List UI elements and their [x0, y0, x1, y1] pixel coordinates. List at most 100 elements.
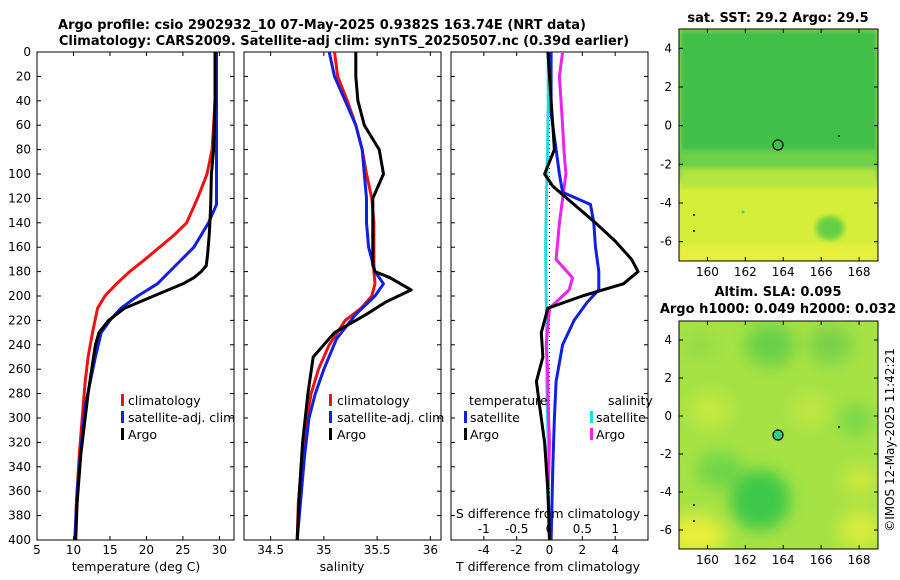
- difference-xlabel: T difference from climatology: [455, 559, 641, 574]
- x-tick-label: 20: [139, 543, 154, 557]
- map-x-tick-label: 166: [810, 265, 833, 279]
- sla-blob: [679, 515, 725, 549]
- sst-dot: [693, 214, 695, 216]
- map-y-tick-label: 0: [664, 119, 672, 133]
- series-line-argo: [74, 52, 217, 540]
- depth-tick-label: 60: [16, 118, 31, 132]
- map-x-tick-label: 162: [734, 265, 757, 279]
- map-x-tick-label: 164: [772, 265, 795, 279]
- header-line1: Argo profile: csio 2902932_10 07-May-202…: [58, 18, 586, 33]
- sst-map-field: [679, 29, 878, 261]
- depth-tick-label: 180: [8, 265, 31, 279]
- x-tick-label: 4: [611, 543, 619, 557]
- legend-argo-swatch: [121, 428, 124, 440]
- sst-map-frame: [678, 28, 879, 262]
- x-tick-label: 0: [546, 543, 554, 557]
- s-tick-label: -1: [478, 522, 490, 536]
- series-line-temperature-satellite: [549, 52, 601, 540]
- map-y-tick-label: -6: [660, 523, 672, 537]
- legend-climatology-swatch: [329, 394, 332, 406]
- temperature-x-ticks: 5 10 15 20 25 30: [33, 52, 227, 557]
- sla-blob: [844, 466, 876, 494]
- depth-tick-label: 40: [16, 94, 31, 108]
- sla-blob: [682, 331, 718, 359]
- legend-temp-satellite-swatch: [464, 411, 467, 423]
- depth-tick-labels: 0 20 40 60 80 100 120 140 160 180 200 220 240 260 280 3…: [8, 45, 234, 547]
- legend-satellite-swatch: [121, 411, 124, 423]
- salinity-y-ticks: [244, 51, 441, 541]
- temperature-legend: climatology satellite-adj. clim Argo: [121, 393, 235, 442]
- imos-stamp: ©IMOS 12-May-2025 11:42:21: [883, 348, 897, 532]
- series-line-satellite-adj-clim: [295, 52, 385, 540]
- sla-map-field: [679, 321, 878, 549]
- s-tick-label: -0.5: [505, 522, 528, 536]
- depth-tick-label: 380: [8, 509, 31, 523]
- map-y-tick-label: -6: [660, 235, 672, 249]
- salinity-lines: [295, 52, 413, 540]
- sla-blob: [837, 404, 873, 436]
- depth-tick-label: 120: [8, 191, 31, 205]
- legend-temp-satellite-label: satellite: [470, 410, 520, 425]
- legend-satellite-label: satellite-adj. clim: [128, 410, 235, 425]
- legend-sal-argo-label: Argo: [596, 427, 625, 442]
- x-tick-label: 5: [33, 543, 41, 557]
- sla-map-title2: Argo h1000: 0.049 h2000: 0.032: [660, 302, 896, 317]
- temperature-panel: 0 20 40 60 80 100 120 140 160 180 200 220 240 260 280 3…: [8, 45, 235, 574]
- sst-dot: [741, 210, 745, 214]
- map-y-tick-label: 4: [664, 333, 672, 347]
- sst-transition-band: [679, 168, 878, 188]
- s-tick-label: 1: [611, 522, 619, 536]
- depth-tick-label: 20: [16, 69, 31, 83]
- header-line2: Climatology: CARS2009. Satellite-adj cli…: [59, 34, 629, 49]
- s-tick-label: 0.5: [573, 522, 592, 536]
- sst-front-band: [679, 150, 878, 172]
- legend-argo-label: Argo: [128, 427, 157, 442]
- x-tick-label: 30: [212, 543, 227, 557]
- map-x-tick-label: 164: [772, 553, 795, 567]
- map-y-tick-label: 2: [664, 80, 672, 94]
- map-y-tick-label: -2: [660, 447, 672, 461]
- legend-satellite-swatch: [329, 411, 332, 423]
- salinity-axes-box: [243, 51, 442, 541]
- sla-blob: [696, 452, 744, 488]
- temperature-xlabel: temperature (deg C): [72, 559, 201, 574]
- legend-sal-argo-swatch: [590, 428, 593, 440]
- sst-map-title: sat. SST: 29.2 Argo: 29.5: [687, 11, 868, 26]
- x-tick-label: 34.5: [257, 543, 284, 557]
- salinity-legend: climatology satellite-adj. clim Argo: [329, 393, 444, 442]
- salinity-xlabel: salinity: [320, 559, 365, 574]
- depth-tick-label: 240: [8, 338, 31, 352]
- sst-map: sat. SST: 29.2 Argo: 29.5 4 2 0 -2 -4 -6 160 16…: [660, 11, 879, 279]
- sst-map-ticks: 4 2 0 -2 -4 -6 160 162 164 166 168: [660, 29, 878, 279]
- map-y-tick-label: -2: [660, 157, 672, 171]
- depth-tick-label: 80: [16, 143, 31, 157]
- legend-satellite-label: satellite-adj. clim: [337, 410, 444, 425]
- x-tick-label: 36: [423, 543, 438, 557]
- difference-s-label: S difference from climatology: [456, 506, 641, 521]
- depth-tick-label: 340: [8, 460, 31, 474]
- map-x-tick-label: 168: [848, 265, 871, 279]
- legend-argo-swatch: [329, 428, 332, 440]
- depth-tick-label: 360: [8, 484, 31, 498]
- depth-tick-label: 100: [8, 167, 31, 181]
- depth-tick-label: 400: [8, 533, 31, 547]
- difference-legend: temperature salinity satellite Argo sate…: [464, 393, 653, 442]
- x-tick-label: -2: [511, 543, 523, 557]
- x-tick-label: -4: [478, 543, 490, 557]
- sla-blob: [792, 394, 828, 426]
- map-x-tick-label: 160: [696, 553, 719, 567]
- x-tick-label: 10: [66, 543, 81, 557]
- sla-map-frame: [678, 320, 879, 550]
- map-x-tick-label: 160: [696, 265, 719, 279]
- legend-sal-satellite-swatch: [590, 411, 593, 423]
- map-y-tick-label: -4: [660, 196, 672, 210]
- difference-y-ticks: [451, 51, 648, 541]
- legend-climatology-label: climatology: [128, 393, 201, 408]
- map-x-tick-label: 168: [848, 553, 871, 567]
- x-tick-label: 35: [316, 543, 331, 557]
- legend-temp-argo-label: Argo: [470, 427, 499, 442]
- difference-lines: [534, 52, 640, 540]
- depth-tick-label: 280: [8, 387, 31, 401]
- series-line-argo: [295, 52, 413, 540]
